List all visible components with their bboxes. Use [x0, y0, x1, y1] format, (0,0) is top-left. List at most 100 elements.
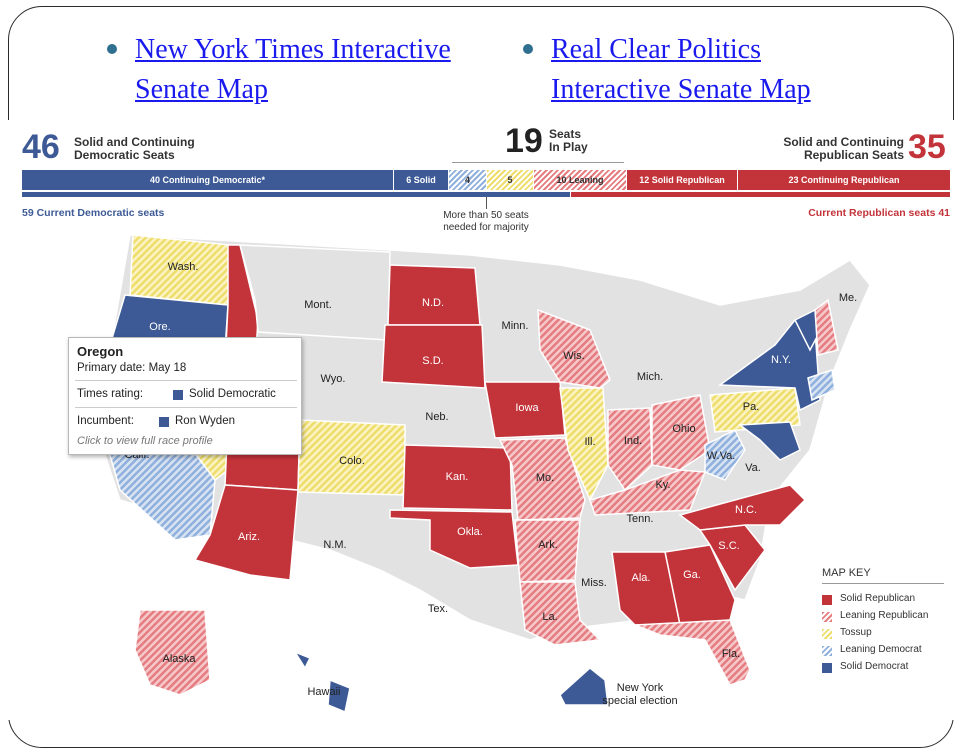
- links-row: New York Times Interactive Senate Map Re…: [0, 0, 960, 120]
- tooltip-rating-value: Solid Democratic: [189, 388, 276, 400]
- label-neb: Neb.: [425, 411, 448, 423]
- dem-label-2: Democratic Seats: [74, 148, 175, 162]
- ny-special-inset: [559, 667, 609, 706]
- current-dem-label: 59 Current Democratic seats: [22, 207, 165, 219]
- label-wis: Wis.: [563, 350, 584, 362]
- label-va: Va.: [745, 462, 761, 474]
- oregon-tooltip[interactable]: Oregon Primary date: May 18 Times rating…: [68, 337, 302, 455]
- bar-continuing-dem[interactable]: 40 Continuing Democratic*: [22, 170, 393, 190]
- current-dem-line: [22, 192, 570, 197]
- state-fla: [634, 619, 751, 686]
- us-map: Wash. Ore. Calif. Mont. Wyo. N.D. S.D. N…: [99, 234, 871, 714]
- label-tex: Tex.: [428, 603, 448, 615]
- tooltip-incumbent-value: Ron Wyden: [175, 415, 235, 427]
- label-ala: Ala.: [632, 572, 651, 584]
- bar-leaning-dem[interactable]: 4: [449, 170, 486, 190]
- label-ark: Ark.: [538, 539, 558, 551]
- state-ct: [807, 369, 836, 402]
- rcp-senate-map-link[interactable]: Real Clear Politics Interactive Senate M…: [551, 34, 811, 105]
- label-okla: Okla.: [457, 526, 483, 538]
- majority-note-1: More than 50 seats: [443, 210, 529, 221]
- key-label: Leaning Democrat: [840, 644, 922, 655]
- state-ohio: [651, 394, 711, 471]
- map-key-title: MAP KEY: [822, 567, 871, 579]
- label-ky: Ky.: [655, 479, 670, 491]
- state-nc: [678, 484, 807, 531]
- tooltip-cta[interactable]: Click to view full race profile: [77, 435, 213, 447]
- label-nm: N.M.: [323, 539, 346, 551]
- label-pa: Pa.: [743, 401, 760, 413]
- label-la: La.: [542, 611, 557, 623]
- bar-leaning-rep[interactable]: 10 Leaning: [534, 170, 626, 190]
- bar-solid-dem[interactable]: 6 Solid: [394, 170, 448, 190]
- label-fla: Fla.: [722, 648, 740, 660]
- rep-label-1: Solid and Continuing: [783, 135, 904, 149]
- bullet-icon: [523, 44, 533, 54]
- nyt-link-item: New York Times Interactive Senate Map: [107, 30, 490, 110]
- label-nyspecial-1: New York: [617, 682, 664, 694]
- label-sd: S.D.: [422, 355, 443, 367]
- state-ind: [607, 407, 653, 492]
- key-label: Solid Democrat: [840, 661, 909, 672]
- key-label: Leaning Republican: [840, 610, 929, 621]
- key-swatch-icon: [822, 663, 832, 673]
- label-nyspecial-2: special election: [602, 695, 677, 707]
- tooltip-separator: [75, 380, 297, 381]
- senate-map-graphic: 46 Solid and Continuing Democratic Seats…: [0, 120, 960, 720]
- label-tenn: Tenn.: [627, 513, 654, 525]
- label-colo: Colo.: [339, 455, 365, 467]
- majority-note-2: needed for majority: [443, 222, 529, 233]
- label-ore: Ore.: [149, 321, 170, 333]
- incumbent-swatch-icon: [159, 417, 169, 427]
- label-kan: Kan.: [446, 471, 469, 483]
- state-md: [737, 421, 801, 461]
- key-swatch-icon: [822, 646, 832, 656]
- tooltip-incumbent-label: Incumbent:: [77, 415, 134, 427]
- label-minn: Minn.: [502, 320, 529, 332]
- tooltip-separator: [75, 407, 297, 408]
- label-wyo: Wyo.: [321, 373, 346, 385]
- tooltip-rating-label: Times rating:: [77, 388, 144, 400]
- current-rep-label: Current Republican seats 41: [808, 207, 950, 219]
- label-alaska: Alaska: [162, 653, 196, 665]
- map-key: MAP KEY Solid Republican Leaning Republic…: [808, 565, 948, 675]
- label-nc: N.C.: [735, 504, 757, 516]
- nyt-senate-map-link[interactable]: New York Times Interactive Senate Map: [135, 34, 451, 105]
- label-ill: Ill.: [585, 436, 596, 448]
- dem-label-1: Solid and Continuing: [74, 135, 195, 149]
- rep-seat-count: 35: [908, 128, 946, 166]
- label-wva: W.Va.: [707, 450, 736, 462]
- rating-swatch-icon: [173, 390, 183, 400]
- label-hawaii: Hawaii: [307, 686, 340, 698]
- label-ind: Ind.: [624, 435, 642, 447]
- label-ohio: Ohio: [672, 423, 695, 435]
- bullet-icon: [107, 44, 117, 54]
- current-rep-line: [571, 192, 950, 197]
- label-sc: S.C.: [718, 540, 739, 552]
- rcp-link-item: Real Clear Politics Interactive Senate M…: [523, 30, 851, 110]
- state-kan: [402, 444, 513, 511]
- state-mo: [498, 437, 586, 521]
- key-label: Solid Republican: [840, 593, 916, 604]
- state-ark: [514, 519, 581, 583]
- map-key-rule: [822, 583, 944, 584]
- label-nd: N.D.: [422, 297, 444, 309]
- key-swatch-icon: [822, 612, 832, 622]
- label-miss: Miss.: [581, 577, 607, 589]
- bar-continuing-rep[interactable]: 23 Continuing Republican: [738, 170, 950, 190]
- state-hawaii: [293, 650, 312, 670]
- in-play-rule: [452, 162, 624, 163]
- label-ga: Ga.: [683, 569, 701, 581]
- dem-seat-count: 46: [22, 128, 60, 166]
- key-swatch-icon: [822, 629, 832, 639]
- bar-solid-rep[interactable]: 12 Solid Republican: [627, 170, 737, 190]
- tooltip-state: Oregon: [77, 344, 124, 359]
- label-mich: Mich.: [637, 371, 663, 383]
- tooltip-primary: Primary date: May 18: [77, 362, 187, 374]
- majority-tick: [486, 197, 487, 209]
- bar-tossup[interactable]: 5: [487, 170, 533, 190]
- label-mo: Mo.: [536, 472, 554, 484]
- state-wva: [704, 428, 746, 481]
- key-label: Tossup: [840, 627, 872, 638]
- in-play-label-2: In Play: [549, 140, 588, 154]
